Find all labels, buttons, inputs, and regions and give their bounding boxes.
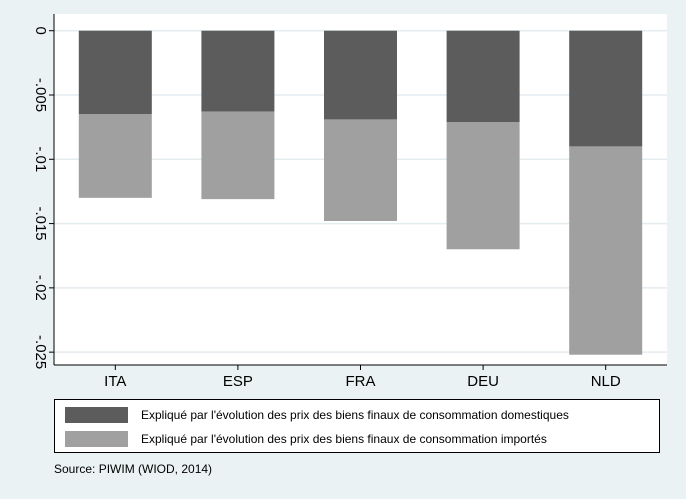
legend-swatch-imported [65, 431, 128, 447]
bar-esp-series-0 [201, 30, 275, 112]
y-axis-ticks: 0 -.005 -.01 -.015 -.02 -.025 [32, 27, 54, 369]
x-tick-label-ita: ITA [104, 373, 126, 390]
y-tick-label: -.005 [32, 78, 49, 112]
bar-ita-series-1 [78, 114, 152, 198]
x-axis-ticks: ITA ESP FRA DEU NLD [104, 365, 621, 390]
y-tick-label: -.01 [32, 146, 49, 172]
y-tick-label: -.015 [32, 206, 49, 240]
x-tick-label-fra: FRA [346, 373, 376, 390]
bar-nld-series-0 [569, 30, 643, 147]
bar-fra-series-0 [324, 30, 397, 120]
bar-nld-series-1 [569, 146, 643, 355]
legend: Expliqué par l'évolution des prix des bi… [54, 399, 660, 453]
x-tick-label-deu: DEU [467, 373, 499, 390]
legend-label-imported: Expliqué par l'évolution des prix des bi… [141, 432, 547, 446]
y-tick-label: 0 [32, 27, 49, 35]
x-tick-label-esp: ESP [223, 373, 253, 390]
bar-deu-series-0 [446, 30, 520, 122]
legend-swatch-domestic [65, 407, 128, 423]
bar-esp-series-1 [201, 111, 275, 200]
bars [78, 30, 643, 355]
bar-deu-series-1 [446, 122, 520, 250]
legend-item-domestic: Expliqué par l'évolution des prix des bi… [65, 407, 569, 423]
bar-fra-series-1 [324, 119, 397, 221]
source-note: Source: PIWIM (WIOD, 2014) [54, 462, 213, 476]
y-tick-label: -.025 [32, 335, 49, 369]
y-tick-label: -.02 [32, 275, 49, 301]
legend-item-imported: Expliqué par l'évolution des prix des bi… [65, 431, 547, 447]
x-tick-label-nld: NLD [591, 373, 621, 390]
legend-label-domestic: Expliqué par l'évolution des prix des bi… [141, 408, 569, 422]
bar-ita-series-0 [78, 30, 152, 115]
